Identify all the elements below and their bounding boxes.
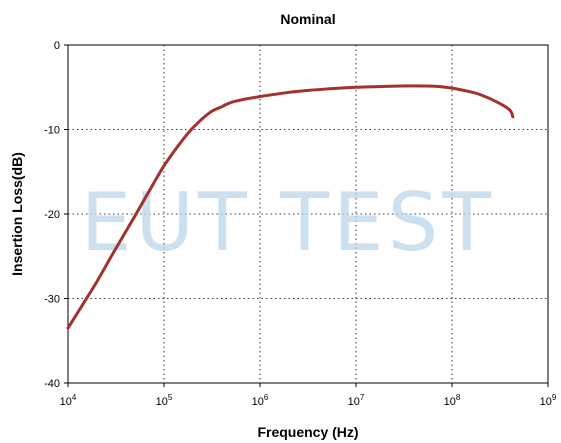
- y-tick-label: -20: [44, 209, 60, 221]
- x-tick-label: 105: [156, 393, 173, 408]
- x-tick-label: 106: [252, 393, 269, 408]
- y-tick-label: 0: [54, 40, 60, 52]
- y-tick-label: -40: [44, 378, 60, 390]
- y-axis-label: Insertion Loss(dB): [9, 152, 25, 276]
- y-tick-label: -30: [44, 294, 60, 306]
- chart-title: Nominal: [280, 11, 335, 27]
- x-axis-label: Frequency (Hz): [257, 424, 358, 440]
- x-tick-label: 104: [60, 393, 77, 408]
- x-tick-label: 107: [348, 393, 365, 408]
- series-line: [66, 84, 515, 330]
- y-tick-label: -10: [44, 125, 60, 137]
- watermark-text: EUT TEST: [81, 176, 495, 269]
- x-tick-label: 109: [540, 393, 557, 408]
- x-tick-label: 108: [444, 393, 461, 408]
